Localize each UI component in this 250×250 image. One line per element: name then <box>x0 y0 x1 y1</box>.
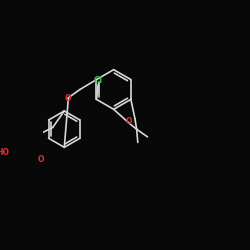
Text: HO: HO <box>0 148 10 157</box>
Text: O: O <box>126 117 132 126</box>
Text: O: O <box>38 155 44 164</box>
Text: Cl: Cl <box>94 76 103 85</box>
Text: O: O <box>64 94 71 103</box>
